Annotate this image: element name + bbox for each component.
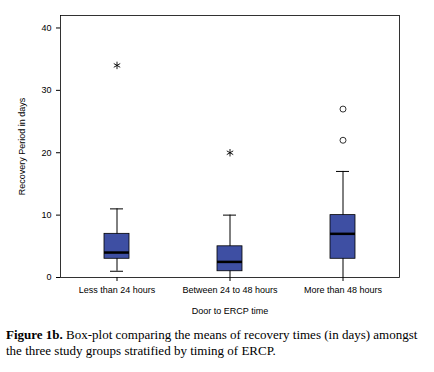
html-text:Figure 1b. Box-plot comparing: Figure 1b. Box-plot comparing the means … (6, 327, 418, 358)
svg-text:30: 30 (41, 85, 51, 95)
svg-text:10: 10 (41, 210, 51, 220)
svg-text:Door to ERCP time: Door to ERCP time (192, 306, 268, 316)
svg-text:Recovery Period in days: Recovery Period in days (17, 97, 27, 195)
svg-text:20: 20 (41, 148, 51, 158)
svg-text:Between 24 to 48 hours: Between 24 to 48 hours (182, 285, 278, 295)
svg-text:Less than 24 hours: Less than 24 hours (79, 285, 156, 295)
svg-text:0: 0 (46, 272, 51, 282)
svg-text:More than 48 hours: More than 48 hours (304, 285, 383, 295)
svg-text:40: 40 (41, 23, 51, 33)
